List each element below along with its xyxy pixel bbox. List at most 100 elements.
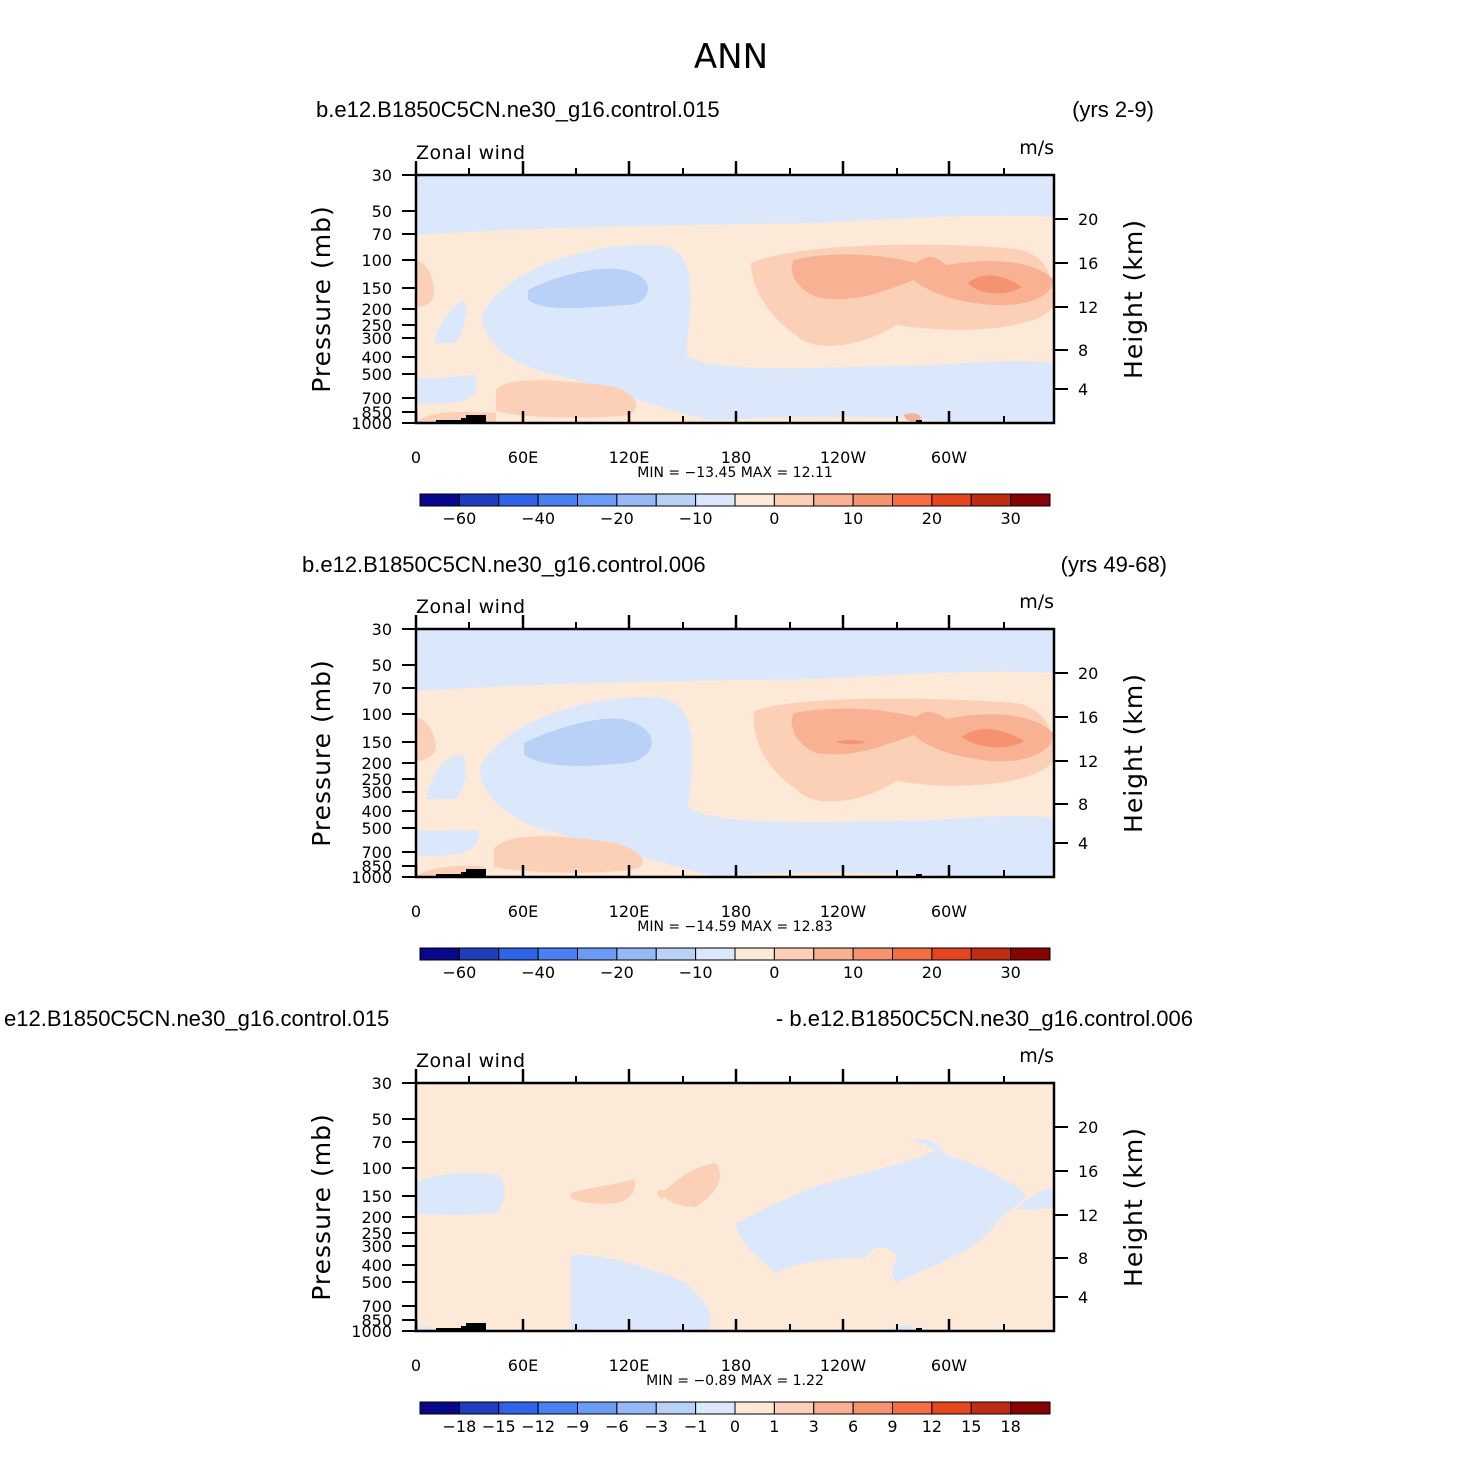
- y-tick-label: 300: [361, 329, 392, 348]
- panel-years: - b.e12.B1850C5CN.ne30_g16.control.006: [776, 1006, 1193, 1031]
- colorbar-swatch: [813, 493, 854, 507]
- contour-region-5: [886, 1325, 921, 1331]
- contour-region-11: [836, 740, 866, 745]
- y-tick-label: 300: [361, 783, 392, 802]
- colorbar-swatch: [1010, 947, 1051, 961]
- colorbar-label: −9: [566, 1417, 590, 1436]
- contour-region-3: [434, 300, 467, 343]
- colorbar-swatch: [498, 947, 539, 961]
- colorbar-swatch: [734, 1401, 775, 1415]
- x-tick-label: 60E: [508, 448, 538, 467]
- plot-area: 0 60E 120E 180 120W 60W3050701001502002503004…: [351, 1069, 1098, 1375]
- contour-region-12: [904, 413, 921, 422]
- colorbar-label: 10: [843, 509, 863, 528]
- colorbar-label: 30: [1000, 509, 1020, 528]
- panel-units: m/s: [1019, 1045, 1054, 1067]
- min-max-label: MIN = −13.45 MAX = 12.11: [637, 465, 833, 481]
- contour-region-8: [416, 260, 434, 307]
- x-tick-label: 180: [721, 448, 752, 467]
- x-tick-label: 180: [721, 902, 752, 921]
- contour-region-7: [571, 1179, 636, 1204]
- colorbar-label: −3: [644, 1417, 668, 1436]
- plot-area: 0 60E 120E 180 120W 60W3050701001502002503004…: [351, 161, 1098, 467]
- colorbar-label: 3: [809, 1417, 819, 1436]
- colorbar-swatch: [1010, 493, 1051, 507]
- panel-years: (yrs 2-9): [1072, 97, 1154, 122]
- colorbar-label: 0: [769, 509, 779, 528]
- contour-region-9: [657, 1189, 665, 1199]
- colorbar-swatch: [892, 493, 933, 507]
- colorbar: −60 −40 −20 −10 0 10 20 30: [419, 493, 1051, 528]
- colorbar-swatch: [813, 947, 854, 961]
- y-tick-right-label: 16: [1078, 1162, 1098, 1181]
- contour-region-1: [416, 1173, 505, 1215]
- y-tick-label: 150: [361, 733, 392, 752]
- colorbar-label: −6: [605, 1417, 629, 1436]
- x-tick-label: 60W: [931, 902, 967, 921]
- colorbar-swatch: [577, 493, 618, 507]
- colorbar: −18 −15 −12 −9 −6 −3 −1 0 1 3 6 9 12 15 18: [419, 1401, 1051, 1436]
- contour-region-2: [571, 1254, 711, 1331]
- panels-group: b.e12.B1850C5CN.ne30_g16.control.015 (yrs…: [4, 97, 1193, 1436]
- plot-area: 0 60E 120E 180 120W 60W3050701001502002503004…: [351, 615, 1098, 921]
- contour-region-1: [416, 629, 1054, 691]
- y-tick-label: 700: [361, 389, 392, 408]
- y-tick-label: 100: [361, 705, 392, 724]
- colorbar-label: −1: [684, 1417, 708, 1436]
- y-tick-label: 400: [361, 348, 392, 367]
- colorbar-swatch: [498, 493, 539, 507]
- topography-land: [436, 869, 486, 877]
- colorbar-label: −60: [442, 509, 476, 528]
- x-tick-label: 0: [411, 448, 421, 467]
- colorbar-swatch: [892, 947, 933, 961]
- y-tick-right-label: 12: [1078, 1206, 1098, 1225]
- y-tick-label: 100: [361, 1159, 392, 1178]
- colorbar-swatch: [773, 1401, 815, 1415]
- colorbar-label: 9: [887, 1417, 897, 1436]
- x-tick-label: 120E: [609, 1356, 650, 1375]
- colorbar-label: 6: [848, 1417, 858, 1436]
- colorbar-swatch: [734, 493, 775, 507]
- min-max-label: MIN = −0.89 MAX = 1.22: [646, 1373, 824, 1389]
- colorbar-swatch: [655, 493, 697, 507]
- colorbar-swatch: [695, 947, 736, 961]
- contour-region-1: [416, 175, 1054, 235]
- colorbar-label: −20: [600, 963, 634, 982]
- colorbar-swatch: [537, 493, 578, 507]
- y-tick-label: 200: [361, 300, 392, 319]
- contour-region-8: [661, 1163, 720, 1207]
- colorbar-swatch: [852, 493, 893, 507]
- colorbar-label: −40: [521, 963, 555, 982]
- colorbar-swatch: [931, 493, 972, 507]
- y-axis-right-title: Height (km): [1119, 219, 1148, 379]
- y-tick-label: 250: [361, 1224, 392, 1243]
- y-tick-label: 1000: [351, 868, 392, 887]
- y-tick-label: 500: [361, 819, 392, 838]
- y-axis-title: Pressure (mb): [307, 659, 336, 846]
- colorbar-swatch: [970, 493, 1012, 507]
- colorbar-label: 12: [922, 1417, 942, 1436]
- colorbar-label: 20: [922, 963, 942, 982]
- colorbar-swatch: [1010, 1401, 1051, 1415]
- panel-variable: Zonal wind: [416, 596, 526, 618]
- y-tick-label: 30: [372, 166, 392, 185]
- colorbar-label: 0: [730, 1417, 740, 1436]
- colorbar-label: −10: [679, 509, 713, 528]
- x-tick-label: 0: [411, 902, 421, 921]
- panel-case-name: e12.B1850C5CN.ne30_g16.control.015: [4, 1006, 389, 1031]
- min-max-label: MIN = −14.59 MAX = 12.83: [637, 919, 833, 935]
- y-tick-label: 1000: [351, 414, 392, 433]
- colorbar: −60 −40 −20 −10 0 10 20 30: [419, 947, 1051, 982]
- contour-region-4: [1016, 1188, 1054, 1209]
- colorbar-swatch: [970, 947, 1012, 961]
- contour-region-11: [968, 275, 1022, 294]
- colorbar-label: −10: [679, 963, 713, 982]
- panel-case-name: b.e12.B1850C5CN.ne30_g16.control.006: [302, 552, 706, 577]
- y-tick-right-label: 8: [1078, 1249, 1088, 1268]
- contour-region-10: [791, 708, 1054, 762]
- x-tick-label: 120W: [820, 448, 867, 467]
- colorbar-swatch: [537, 947, 578, 961]
- topography-land: [436, 415, 486, 423]
- colorbar-swatch: [892, 1401, 933, 1415]
- y-tick-label: 250: [361, 770, 392, 789]
